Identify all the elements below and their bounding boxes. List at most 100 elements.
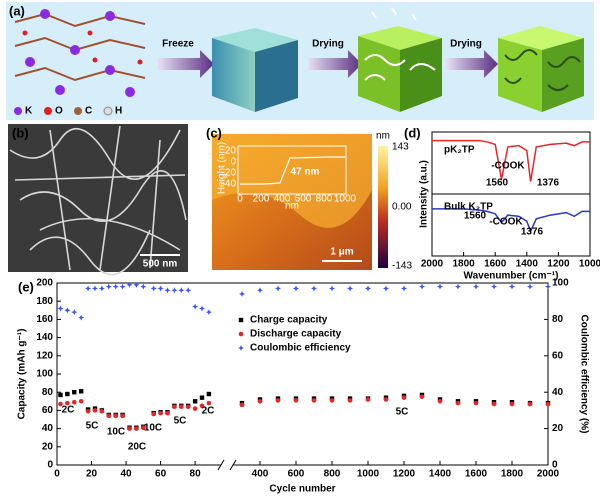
rate-annotation: 2C: [202, 406, 215, 417]
data-point: [78, 314, 85, 321]
data-point: [437, 399, 443, 404]
scale-bar: [322, 260, 362, 262]
x-tick-label: 40: [120, 469, 132, 480]
colorbar-label: -143: [392, 261, 412, 272]
data-point: [98, 285, 105, 292]
data-point: [401, 285, 407, 292]
data-point: [473, 400, 479, 406]
x-axis-label: Cycle number: [269, 484, 335, 495]
x-tick-label: 20: [86, 469, 98, 480]
legend-label: Discharge capacity: [250, 329, 342, 340]
data-point: [311, 398, 317, 403]
data-point: [164, 287, 171, 294]
data-point: [113, 413, 118, 419]
spectrum-line: [432, 139, 590, 182]
inset-x-tick: 200: [253, 194, 270, 205]
scale-bar-label: 1 μm: [330, 247, 353, 258]
x-tick-label: 400: [252, 469, 269, 480]
data-point: [150, 285, 157, 292]
data-point: [329, 398, 335, 403]
step-label: Freeze: [162, 39, 194, 50]
data-point: [91, 285, 98, 292]
x-tick-label: 1200: [547, 259, 570, 270]
legend-h: [103, 106, 113, 116]
peak-annotation: 1560: [486, 178, 509, 189]
panel-d: 2000 1800 1600 1400 1200 1000 pK₂TP Bulk K₂TP -C…: [404, 125, 600, 281]
data-point: [185, 404, 191, 410]
rate-annotation: 2C: [62, 405, 75, 416]
y2-tick-label: 80: [552, 314, 564, 325]
data-point: [172, 404, 177, 410]
data-point: [78, 389, 84, 394]
colorbar-label: 143: [392, 142, 409, 153]
x-tick-label: 1000: [357, 469, 380, 480]
x-tick-label: 60: [155, 469, 167, 480]
data-point: [365, 397, 371, 402]
panel-b: 500 nm (b): [8, 124, 188, 276]
inset-x-tick: 1000: [334, 194, 357, 205]
y-tick-label: 160: [36, 314, 53, 325]
data-point: [293, 398, 299, 403]
peak-annotation: 1376: [521, 227, 544, 238]
data-point: [192, 303, 199, 310]
data-point: [141, 425, 146, 430]
data-point: [65, 391, 70, 397]
y-tick-label: 40: [42, 423, 54, 434]
data-point: [419, 283, 425, 290]
y-tick-label: 80: [42, 387, 54, 398]
x-tick-label: 1800: [501, 469, 524, 480]
data-point: [64, 307, 71, 314]
data-point: [473, 283, 479, 290]
data-point: [192, 406, 198, 411]
peak-annotation: -COOK: [489, 217, 523, 228]
rate-annotation: 5C: [86, 421, 99, 432]
legend-label: K: [25, 106, 33, 117]
sem-texture: [9, 125, 187, 276]
panel-c: Height (nm) 20 0 -20 -40 0 200 400 600 8…: [206, 125, 412, 271]
arrow: [158, 50, 214, 78]
y2-tick-label: 20: [552, 423, 564, 434]
legend-label: C: [85, 106, 92, 117]
data-point: [455, 283, 461, 290]
data-point: [437, 283, 443, 290]
inset-y-label: Height (nm): [217, 142, 228, 194]
x-tick-label: 0: [54, 469, 60, 480]
y-tick-label: 0: [47, 460, 53, 471]
data-point: [105, 283, 112, 290]
data-point: [85, 285, 92, 292]
data-point: [120, 413, 125, 419]
data-point: [57, 305, 64, 312]
peak-annotation: 1560: [464, 211, 487, 222]
inset-x-tick: 600: [295, 194, 312, 205]
data-point: [126, 281, 133, 288]
data-point: [257, 287, 263, 294]
rate-annotation: 5C: [396, 407, 409, 418]
data-point: [206, 391, 212, 397]
arrow: [446, 50, 498, 78]
data-point: [178, 287, 185, 294]
x-tick-label: 1200: [393, 469, 416, 480]
inset-y-tick: 0: [230, 157, 236, 168]
data-point: [238, 317, 244, 323]
data-point: [347, 285, 353, 292]
colorbar: [378, 146, 388, 268]
data-point: [72, 390, 77, 395]
data-point: [275, 285, 281, 292]
data-point: [257, 399, 263, 404]
data-point: [127, 426, 132, 431]
inset-x-tick: 400: [274, 194, 291, 205]
sem-image: [8, 124, 188, 272]
data-point: [545, 401, 551, 407]
data-point: [157, 285, 164, 292]
y-axis-label: Intensity (a.u.): [419, 160, 430, 228]
scale-bar: [140, 254, 180, 256]
inset-annotation: 47 nm: [291, 167, 320, 178]
data-point: [58, 401, 63, 407]
data-point: [199, 305, 206, 312]
data-point: [134, 426, 139, 431]
panel-label: (e): [18, 279, 34, 294]
inset-x-tick: 0: [237, 194, 243, 205]
data-point: [347, 398, 353, 403]
y-tick-label: 180: [36, 296, 53, 307]
